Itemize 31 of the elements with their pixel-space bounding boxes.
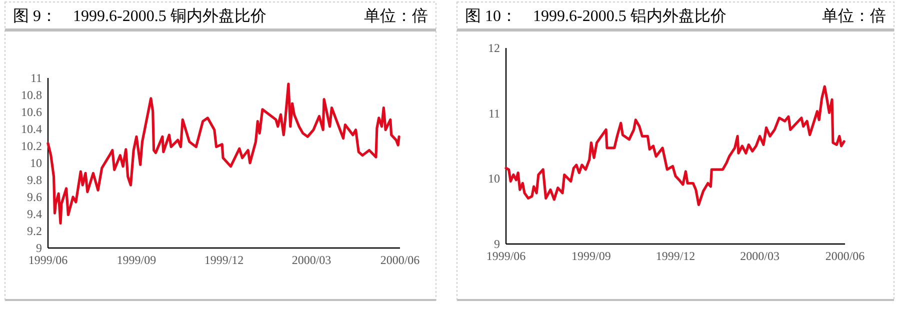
y-tick-label: 9.2 <box>27 224 42 238</box>
line-series <box>46 82 400 225</box>
x-tick-label: 1999/09 <box>116 253 156 267</box>
y-tick-label: 10 <box>30 156 42 170</box>
line-series <box>504 85 846 206</box>
x-tick-label: 1999/09 <box>572 249 611 263</box>
x-tick-label: 1999/12 <box>204 253 244 267</box>
x-tick-label: 2000/06 <box>380 253 420 267</box>
y-tick-label: 9.4 <box>27 207 42 221</box>
chart-title: 图 10： 1999.6-2000.5 铝内外盘比价 <box>465 7 726 25</box>
x-tick-label: 2000/03 <box>740 249 780 263</box>
chart-subtitle: 单位：倍 <box>364 7 428 25</box>
x-tick-label: 2000/06 <box>825 249 865 263</box>
y-tick-label: 10 <box>488 172 500 186</box>
y-tick-label: 12 <box>488 41 500 55</box>
x-tick-label: 1999/12 <box>656 249 696 263</box>
y-tick-label: 11 <box>488 106 500 120</box>
y-tick-label: 10.2 <box>21 139 42 153</box>
y-tick-label: 10.6 <box>21 105 42 119</box>
chart-subtitle: 单位：倍 <box>822 7 886 25</box>
y-tick-label: 10.4 <box>21 122 42 136</box>
x-tick-label: 2000/03 <box>292 253 332 267</box>
chart-title: 图 9： 1999.6-2000.5 铜内外盘比价 <box>13 7 266 25</box>
y-tick-label: 11 <box>30 71 42 85</box>
y-tick-label: 10.8 <box>21 88 42 102</box>
y-tick-label: 9 <box>36 241 42 255</box>
x-tick-label: 1999/06 <box>486 249 526 263</box>
y-tick-label: 9.8 <box>27 173 42 187</box>
y-tick-label: 9 <box>494 237 500 251</box>
x-tick-label: 1999/06 <box>28 253 68 267</box>
y-tick-label: 9.6 <box>27 190 42 204</box>
